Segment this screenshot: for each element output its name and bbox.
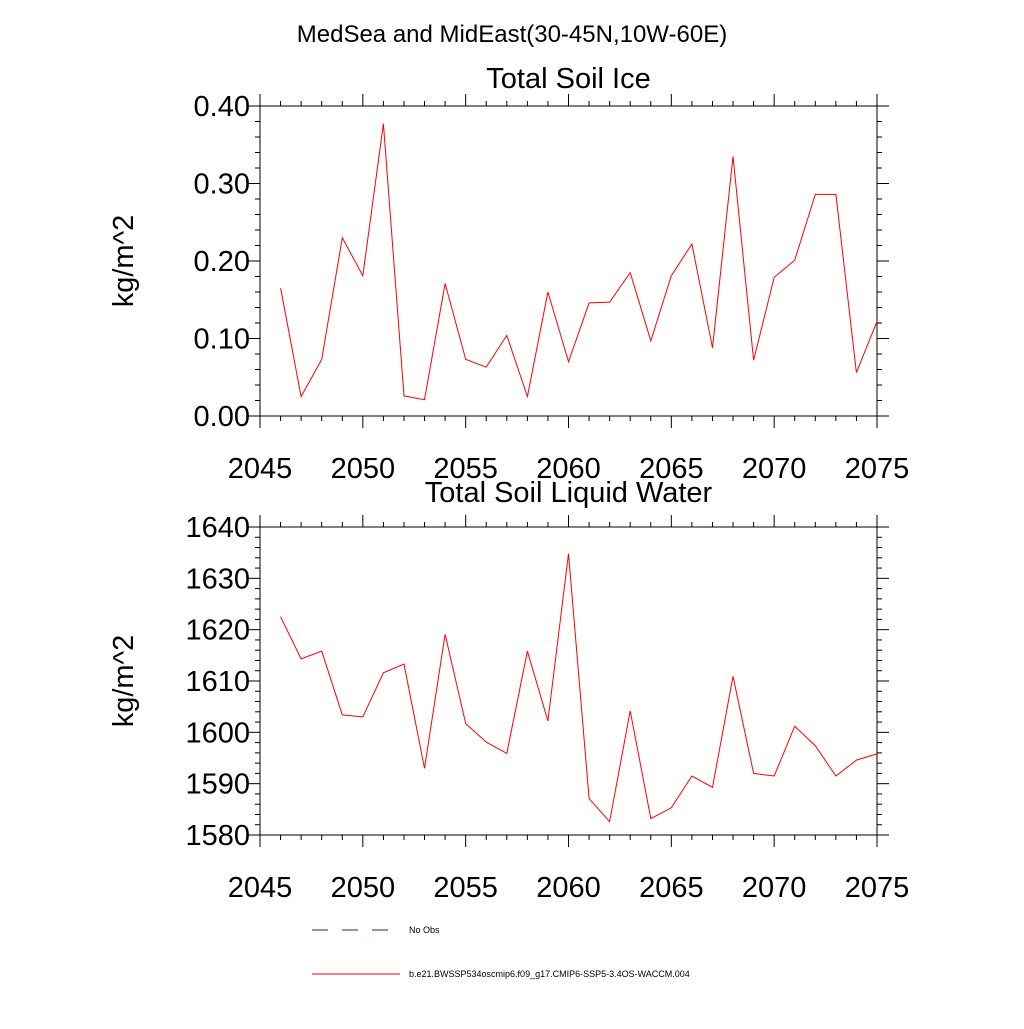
y-tick-label: 1600 (185, 717, 250, 749)
x-tick-label: 2050 (331, 453, 396, 485)
x-tick-label: 2050 (331, 872, 396, 904)
y-tick-label: 0.30 (194, 169, 250, 201)
x-tick-label: 2055 (433, 872, 498, 904)
x-tick-label: 2045 (228, 453, 293, 485)
y-tick-label: 0.10 (194, 324, 250, 356)
y-tick-label: 1610 (185, 666, 250, 698)
plot-frame (259, 526, 878, 836)
x-tick-label: 2070 (742, 453, 807, 485)
legend-label-series: b.e21.BWSSP534oscmip6.f09_g17.CMIP6-SSP5… (409, 969, 690, 979)
x-tick-label: 2075 (845, 453, 910, 485)
y-axis-label: kg/m^2 (108, 635, 140, 728)
x-tick-label: 2060 (536, 453, 601, 485)
x-tick-label: 2065 (639, 872, 704, 904)
x-tick-label: 2060 (536, 872, 601, 904)
series-line (280, 553, 878, 823)
panel-total-soil-liquid-water: Total Soil Liquid Water 2045 2050 2055 2060 2… (108, 477, 909, 904)
panel-title: Total Soil Ice (486, 63, 650, 95)
panel-title: Total Soil Liquid Water (425, 477, 713, 509)
x-tick-label: 2070 (742, 872, 807, 904)
x-tick-label: 2045 (228, 872, 293, 904)
y-tick-label: 1590 (185, 769, 250, 801)
panel-total-soil-ice: Total Soil Ice 2045 2050 2055 2060 2065 2070 20… (108, 63, 909, 485)
y-tick-label: 0.40 (194, 91, 250, 123)
legend-label-no-obs: No Obs (409, 925, 440, 935)
legend: No Obs b.e21.BWSSP534oscmip6.f09_g17.CMI… (312, 925, 690, 979)
plot-frame (259, 105, 878, 417)
x-tick-label: 2065 (639, 453, 704, 485)
figure-title: MedSea and MidEast(30-45N,10W-60E) (297, 21, 727, 48)
x-tick-label: 2075 (845, 872, 910, 904)
y-axis-label: kg/m^2 (108, 215, 140, 308)
y-tick-label: 0.00 (194, 401, 250, 433)
y-tick-label: 1640 (185, 512, 250, 544)
y-tick-label: 1630 (185, 563, 250, 595)
y-tick-label: 1580 (185, 820, 250, 852)
y-tick-label: 1620 (185, 615, 250, 647)
x-tick-label: 2055 (433, 453, 498, 485)
y-tick-label: 0.20 (194, 246, 250, 278)
series-line (280, 123, 878, 401)
